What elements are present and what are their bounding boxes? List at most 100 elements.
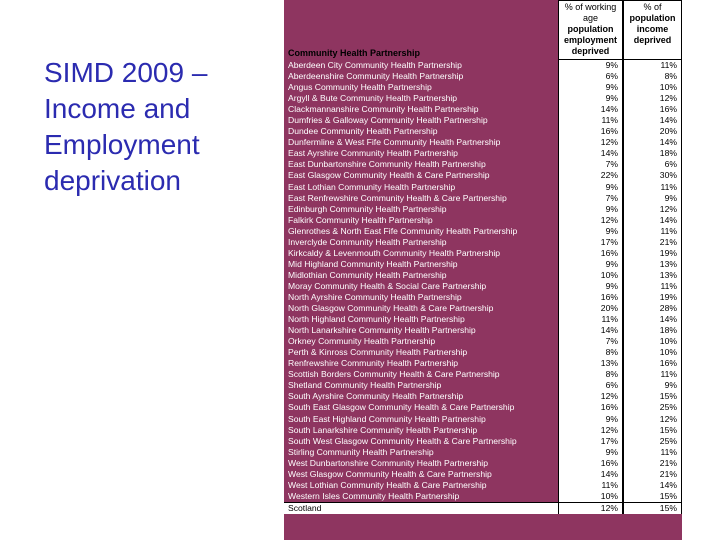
income-deprived-value: 14% [623, 314, 682, 326]
employment-deprived-value: 12% [558, 214, 623, 226]
income-deprived-value: 14% [623, 479, 682, 491]
table-row: South East Highland Community Health Par… [284, 413, 682, 425]
chp-name: Glenrothes & North East Fife Community H… [288, 225, 518, 236]
chp-name: Dumfries & Galloway Community Health Par… [288, 115, 488, 126]
income-deprived-value: 8% [623, 71, 682, 83]
income-deprived-value: 25% [623, 402, 682, 414]
employment-deprived-value: 20% [558, 303, 623, 315]
employment-deprived-value: 13% [558, 358, 623, 370]
income-deprived-value: 11% [623, 181, 682, 193]
employment-deprived-value: 7% [558, 192, 623, 204]
employment-deprived-value: 9% [558, 60, 623, 72]
total-employment-value: 12% [558, 502, 623, 514]
income-deprived-value: 14% [623, 115, 682, 127]
chp-name: Midlothian Community Health Partnership [288, 269, 447, 280]
employment-deprived-value: 6% [558, 71, 623, 83]
income-deprived-value: 15% [623, 490, 682, 502]
chp-name: West Lothian Community Health & Care Par… [288, 479, 487, 490]
title-line: Employment [44, 129, 200, 160]
employment-deprived-value: 9% [558, 258, 623, 270]
income-deprived-value: 14% [623, 137, 682, 149]
chp-name: Perth & Kinross Community Health Partner… [288, 347, 468, 358]
table-row: Scottish Borders Community Health & Care… [284, 369, 682, 381]
table-row: North Ayrshire Community Health Partners… [284, 291, 682, 304]
chp-name: Stirling Community Health Partnership [288, 446, 434, 457]
chp-name: East Dunbartonshire Community Health Par… [288, 159, 486, 170]
chp-name: Edinburgh Community Health Partnership [288, 203, 447, 214]
row-header: Community Health Partnership [288, 48, 421, 58]
table-row: Renfrewshire Community Health Partnershi… [284, 358, 682, 370]
table-row: Western Isles Community Health Partnersh… [284, 490, 682, 502]
income-deprived-value: 18% [623, 325, 682, 337]
table-header: Community Health Partnership % of workin… [284, 0, 682, 60]
income-deprived-value: 6% [623, 159, 682, 171]
chp-name: West Glasgow Community Health & Care Par… [288, 468, 492, 479]
income-deprived-value: 15% [623, 424, 682, 436]
table-row: Clackmannanshire Community Health Partne… [284, 104, 682, 116]
employment-deprived-value: 16% [558, 457, 623, 469]
employment-deprived-value: 9% [558, 280, 623, 292]
table-row: Inverclyde Community Health Partnership 1… [284, 236, 682, 248]
income-deprived-value: 9% [623, 192, 682, 204]
table-row: Glenrothes & North East Fife Community H… [284, 225, 682, 237]
income-deprived-value: 18% [623, 148, 682, 160]
chp-name: South West Glasgow Community Health & Ca… [288, 435, 517, 446]
table-row: South Ayrshire Community Health Partners… [284, 391, 682, 403]
income-deprived-value: 11% [623, 369, 682, 381]
table-row: North Lanarkshire Community Health Partn… [284, 325, 682, 337]
employment-deprived-value: 10% [558, 269, 623, 281]
table-row: South West Glasgow Community Health & Ca… [284, 435, 682, 447]
income-deprived-value: 13% [623, 258, 682, 270]
table-row: Orkney Community Health Partnership 7% 10% [284, 336, 682, 348]
table-row: Angus Community Health Partnership 9% 10% [284, 82, 682, 94]
income-deprived-value: 21% [623, 468, 682, 480]
chp-name: East Glasgow Community Health & Care Par… [288, 170, 490, 181]
table-row: East Glasgow Community Health & Care Par… [284, 170, 682, 182]
chp-name: Kirkcaldy & Levenmouth Community Health … [288, 247, 501, 258]
table-row: Dundee Community Health Partnership 16% 20… [284, 126, 682, 138]
employment-deprived-value: 12% [558, 137, 623, 149]
chp-name: North Glasgow Community Health & Care Pa… [288, 303, 494, 314]
employment-deprived-value: 12% [558, 391, 623, 403]
employment-deprived-value: 7% [558, 159, 623, 171]
chp-name: North Highland Community Health Partners… [288, 314, 465, 325]
employment-deprived-value: 17% [558, 236, 623, 248]
employment-column-header: % of working age population employment d… [558, 0, 623, 60]
table-row: Aberdeen City Community Health Partnersh… [284, 60, 682, 72]
employment-deprived-value: 10% [558, 490, 623, 502]
chp-name: Moray Community Health & Social Care Par… [288, 280, 487, 291]
table-row: Moray Community Health & Social Care Par… [284, 280, 682, 292]
employment-deprived-value: 8% [558, 347, 623, 359]
table-row: Edinburgh Community Health Partnership 9%… [284, 203, 682, 215]
table-row: Aberdeenshire Community Health Partnersh… [284, 71, 682, 83]
employment-deprived-value: 14% [558, 104, 623, 116]
employment-deprived-value: 16% [558, 402, 623, 414]
income-deprived-value: 20% [623, 126, 682, 138]
income-deprived-value: 19% [623, 247, 682, 259]
employment-deprived-value: 9% [558, 446, 623, 458]
chp-name: Dundee Community Health Partnership [288, 126, 438, 137]
chp-name: Dunfermline & West Fife Community Health… [288, 137, 501, 148]
table-row: South East Glasgow Community Health & Ca… [284, 402, 682, 414]
employment-deprived-value: 17% [558, 435, 623, 447]
table-row: East Ayrshire Community Health Partnersh… [284, 148, 682, 160]
table-row: East Lothian Community Health Partnershi… [284, 181, 682, 193]
chp-name: North Ayrshire Community Health Partners… [288, 291, 462, 302]
employment-deprived-value: 14% [558, 148, 623, 160]
chp-name: Falkirk Community Health Partnership [288, 214, 433, 225]
table-body: Aberdeen City Community Health Partnersh… [284, 60, 682, 514]
total-name: Scotland [284, 502, 558, 514]
title-line: deprivation [44, 165, 181, 196]
income-deprived-value: 9% [623, 380, 682, 392]
chp-name: South East Glasgow Community Health & Ca… [288, 402, 515, 413]
employment-deprived-value: 9% [558, 413, 623, 425]
employment-deprived-value: 11% [558, 115, 623, 127]
chp-name: Scottish Borders Community Health & Care… [288, 369, 500, 380]
chp-name: West Dunbartonshire Community Health Par… [288, 457, 488, 468]
chp-name: Western Isles Community Health Partnersh… [288, 490, 460, 501]
employment-deprived-value: 9% [558, 203, 623, 215]
income-deprived-value: 12% [623, 203, 682, 215]
income-deprived-value: 11% [623, 280, 682, 292]
chp-name: East Renfrewshire Community Health & Car… [288, 192, 507, 203]
employment-deprived-value: 6% [558, 380, 623, 392]
